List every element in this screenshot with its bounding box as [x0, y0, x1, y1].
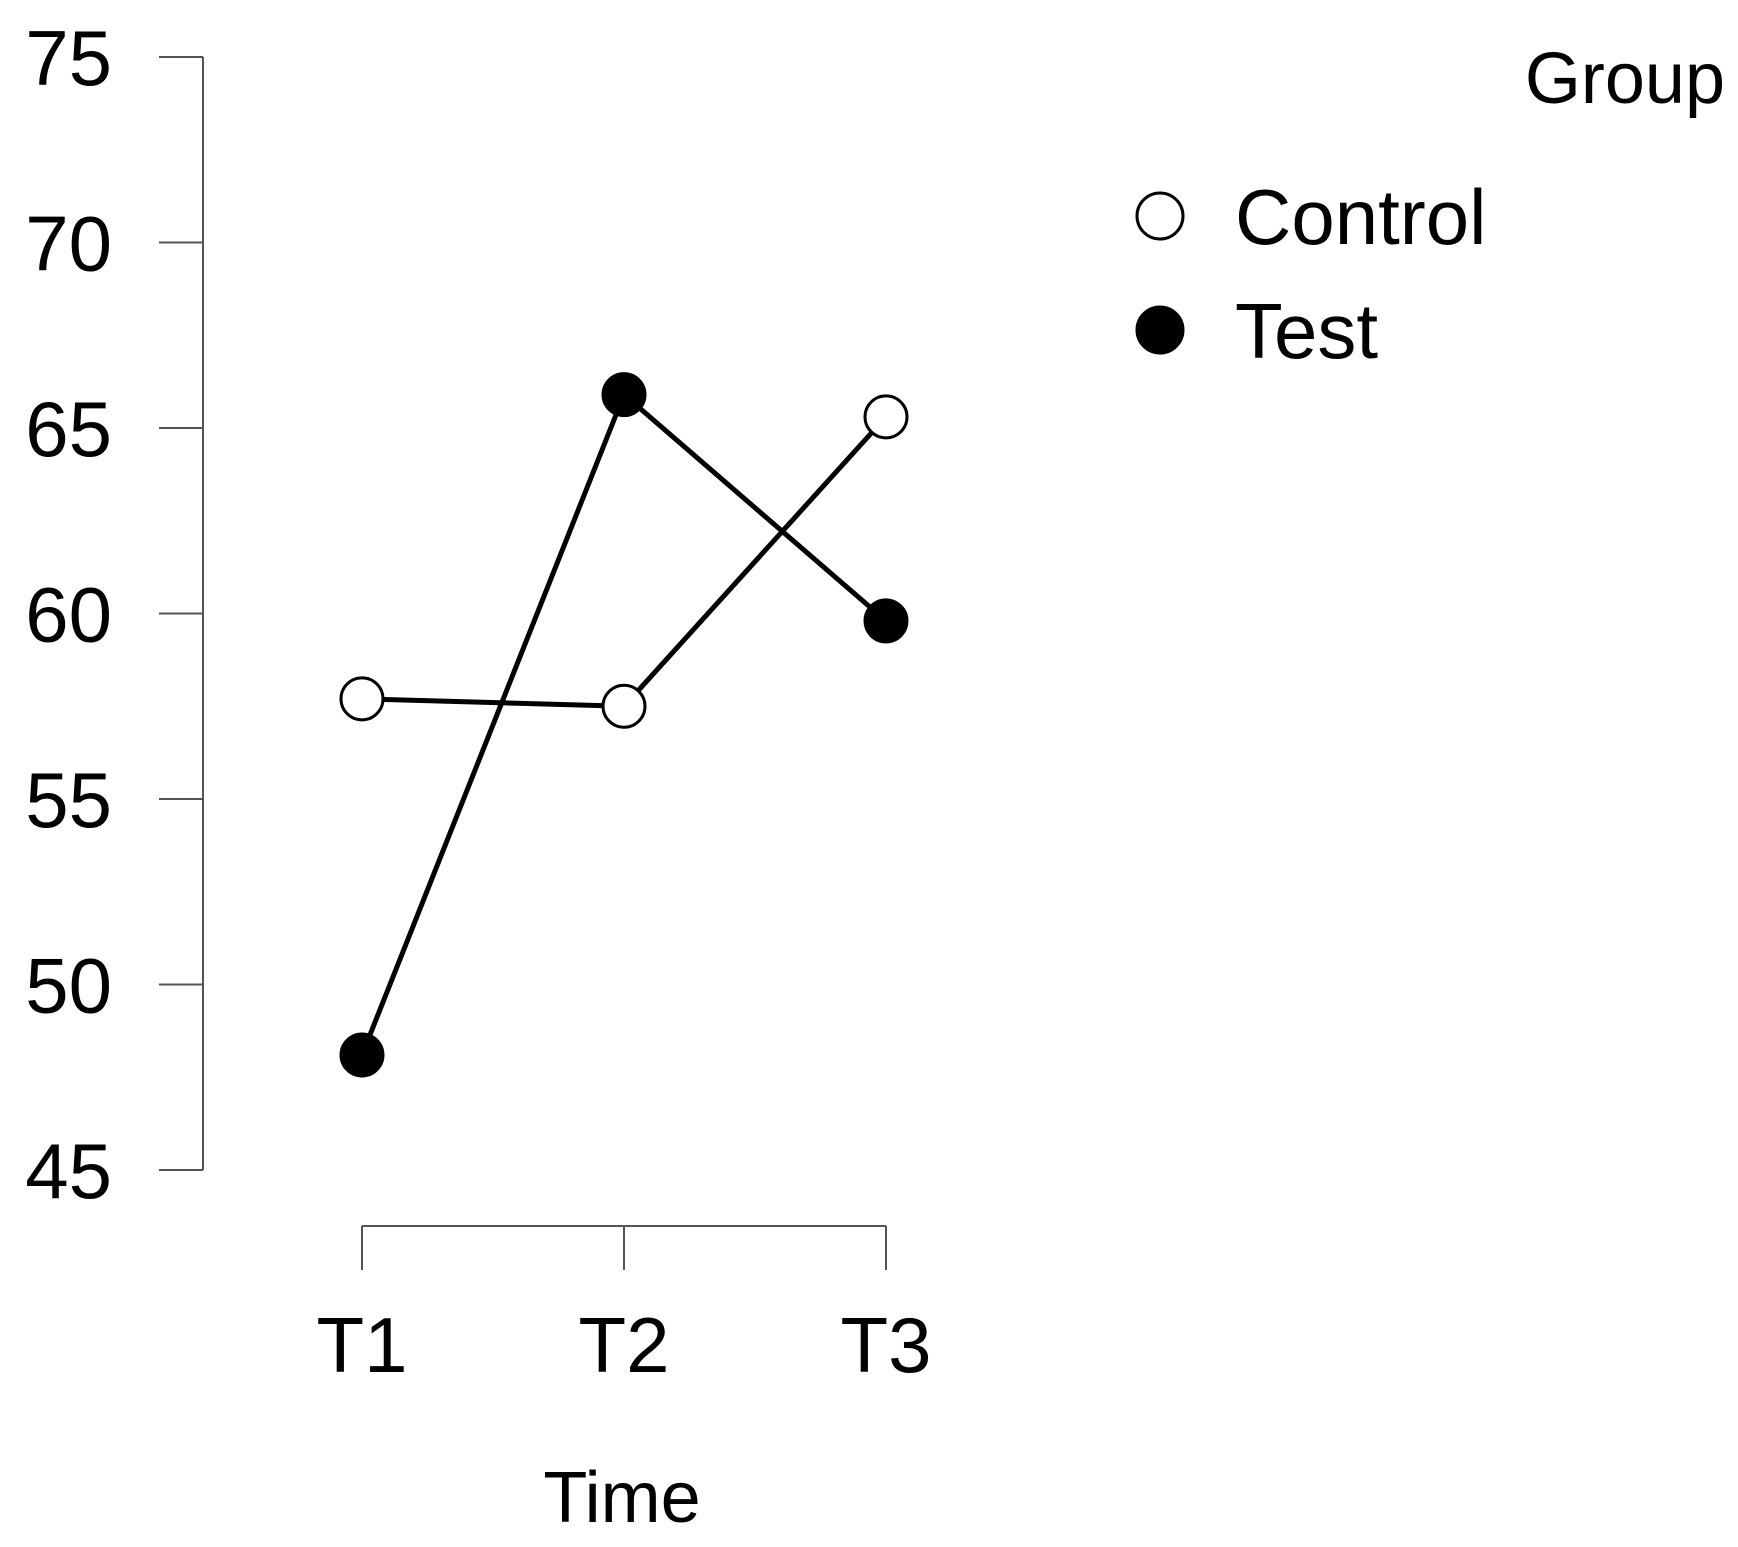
y-tick-label: 45 — [25, 1127, 112, 1215]
series-line-control — [361, 415, 888, 709]
legend-title: Group — [1525, 39, 1725, 119]
data-point-control — [863, 394, 909, 440]
x-tick-label: T1 — [316, 1301, 407, 1389]
y-tick-label: 50 — [25, 942, 112, 1030]
y-tick-label: 55 — [25, 756, 112, 844]
y-tick-label: 60 — [25, 571, 112, 659]
series-points — [339, 372, 909, 1078]
data-point-control — [339, 676, 385, 722]
data-point-test — [863, 598, 909, 644]
data-point-test — [601, 372, 647, 418]
legend-marker-control — [1135, 191, 1185, 241]
y-tick-label: 65 — [25, 385, 112, 473]
x-tick-label: T2 — [578, 1301, 669, 1389]
x-axis-label: Time — [543, 1458, 700, 1538]
y-tick-label: 70 — [25, 200, 112, 288]
legend-label-test: Test — [1235, 287, 1378, 375]
y-tick-label: 75 — [25, 14, 112, 102]
data-point-control — [601, 683, 647, 729]
x-tick-label: T3 — [840, 1301, 931, 1389]
legend: Group Control Test — [1135, 39, 1725, 375]
legend-label-control: Control — [1235, 173, 1486, 261]
legend-marker-test — [1135, 305, 1185, 355]
x-axis: T1 T2 T3 — [316, 1225, 932, 1389]
data-point-test — [339, 1032, 385, 1078]
legend-items: Control Test — [1135, 173, 1486, 375]
y-axis: 45 50 55 60 65 70 75 — [25, 14, 204, 1215]
